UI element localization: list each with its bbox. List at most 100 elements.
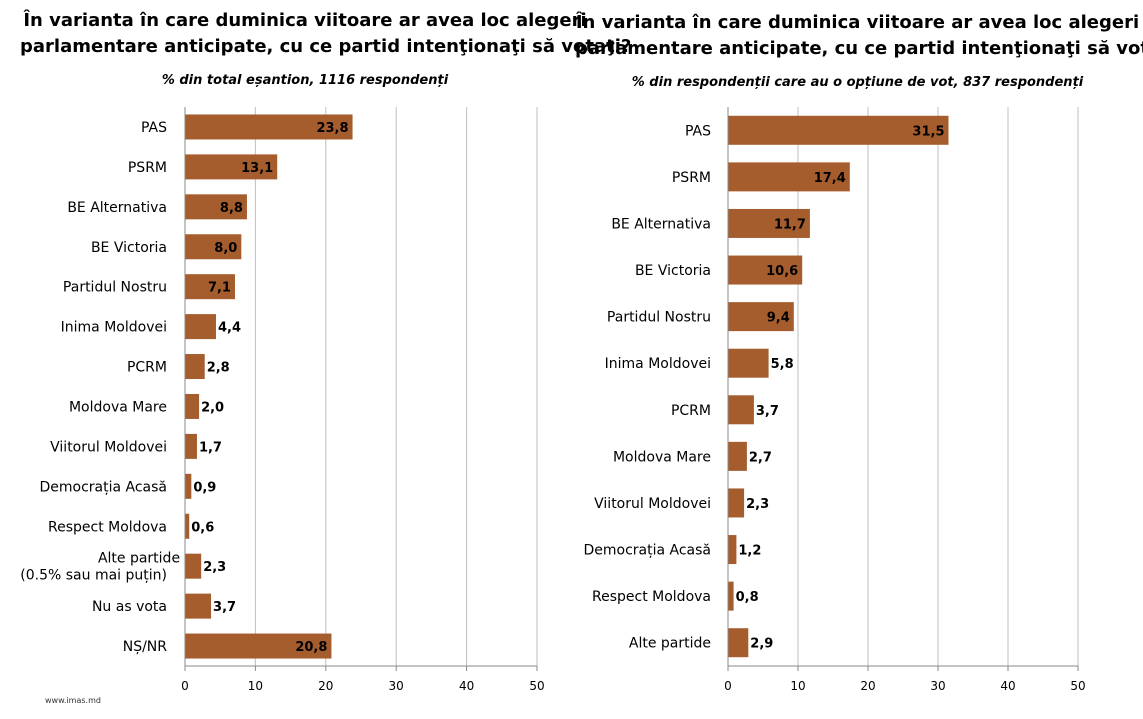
left-bar [185, 354, 205, 380]
source-footer: www.imas.md [45, 696, 101, 705]
left-data-label: 13,1 [241, 161, 273, 176]
right-category-label: Inima Moldovei [605, 356, 711, 372]
left-bar [185, 154, 278, 180]
right-bar [728, 535, 737, 565]
right-category-label: Democrația Acasă [583, 543, 711, 559]
right-tick-label: 50 [1070, 679, 1085, 693]
left-chart-subtitle: % din total eșantion, 1116 respondenți [161, 73, 449, 88]
right-chart-subtitle: % din respondenții care au o opțiune de … [631, 75, 1084, 90]
left-category-label: Viitorul Moldovei [50, 439, 167, 455]
left-tick-label: 10 [248, 679, 263, 693]
left-tick-label: 40 [459, 679, 474, 693]
left-category-label: Nu as vota [92, 599, 167, 615]
left-category-label: PCRM [127, 360, 167, 376]
left-bar [185, 593, 212, 619]
left-bar [185, 234, 242, 260]
left-chart-title: În varianta în care duminica viitoare ar… [20, 8, 632, 60]
right-bar [728, 208, 810, 238]
left-tick-label: 20 [318, 679, 333, 693]
right-data-label: 3,7 [756, 404, 779, 419]
right-chart-title-line-1: În varianta în care duminica viitoare ar… [575, 12, 1140, 33]
right-data-label: 2,9 [750, 637, 773, 652]
left-category-label: (0.5% sau mai puțin) [20, 568, 167, 584]
right-category-label: Alte partide [629, 636, 711, 652]
left-data-label: 1,7 [199, 440, 222, 455]
right-tick-label: 20 [860, 679, 875, 693]
right-category-label: Respect Moldova [592, 589, 711, 605]
left-tick-label: 30 [389, 679, 404, 693]
right-category-label: Viitorul Moldovei [594, 496, 711, 512]
left-data-label: 20,8 [295, 640, 327, 655]
left-data-label: 2,3 [203, 560, 226, 575]
left-data-label: 2,8 [207, 361, 230, 376]
left-category-label: NȘ/NR [123, 639, 168, 655]
right-bar [728, 441, 747, 471]
right-data-label: 2,3 [746, 497, 769, 512]
right-tick-label: 30 [930, 679, 945, 693]
right-bar [728, 488, 745, 518]
right-data-label: 1,2 [738, 544, 761, 559]
left-category-label: Inima Moldovei [61, 320, 167, 336]
right-category-label: PSRM [672, 170, 711, 186]
left-bar [185, 194, 247, 220]
left-category-label: PSRM [128, 160, 167, 176]
left-bar [185, 114, 353, 140]
left-category-label: Alte partide [98, 551, 180, 567]
right-bar [728, 302, 794, 332]
left-tick-label: 50 [529, 679, 544, 693]
right-bar [728, 628, 749, 658]
left-bar [185, 274, 235, 300]
right-data-label: 9,4 [767, 311, 790, 326]
left-bar [185, 433, 197, 459]
left-data-label: 8,8 [220, 201, 243, 216]
left-data-label: 2,0 [201, 400, 224, 415]
left-category-label: Partidul Nostru [63, 280, 167, 296]
right-chart: 31,5 PAS 17,4 PSRM 11,7 BE Alternativa 10,6 BE … [583, 107, 1086, 693]
right-tick-label: 40 [1000, 679, 1015, 693]
left-data-label: 23,8 [316, 121, 348, 136]
right-category-label: Moldova Mare [613, 449, 711, 465]
right-tick-label: 0 [724, 679, 732, 693]
left-category-label: BE Victoria [91, 240, 167, 256]
left-bar [185, 633, 332, 659]
right-data-label: 10,6 [766, 264, 798, 279]
left-data-label: 7,1 [208, 281, 231, 296]
right-chart-title-line-2: parlamentare anticipate, cu ce partid in… [575, 38, 1143, 59]
right-bar [728, 348, 769, 378]
right-data-label: 31,5 [912, 124, 944, 139]
left-data-label: 0,9 [193, 480, 216, 495]
right-bar [728, 395, 754, 425]
right-category-label: PAS [685, 123, 711, 139]
left-chart: 23,8 PAS 13,1 PSRM 8,8 BE Alternativa 8,0 BE Vi… [20, 107, 545, 693]
left-category-label: PAS [141, 120, 167, 136]
left-category-label: Moldova Mare [69, 399, 167, 415]
left-bar [185, 473, 192, 499]
left-chart-title-line-1: În varianta în care duminica viitoare ar… [23, 10, 587, 31]
right-category-label: Partidul Nostru [607, 310, 711, 326]
left-bar [185, 553, 202, 579]
right-bar [728, 162, 850, 192]
right-data-label: 17,4 [814, 171, 846, 186]
left-category-label: Democrația Acasă [39, 479, 167, 495]
right-category-label: BE Victoria [635, 263, 711, 279]
left-data-label: 8,0 [214, 241, 237, 256]
right-category-label: BE Alternativa [611, 216, 711, 232]
right-data-label: 2,7 [749, 450, 772, 465]
right-chart-title: În varianta în care duminica viitoare ar… [575, 10, 1143, 62]
right-bar [728, 115, 949, 145]
right-bar [728, 581, 734, 611]
right-bar [728, 255, 803, 285]
left-data-label: 4,4 [218, 321, 241, 336]
left-data-label: 3,7 [213, 600, 236, 615]
left-bar [185, 393, 200, 419]
left-chart-title-line-2: parlamentare anticipate, cu ce partid in… [20, 36, 632, 57]
right-data-label: 5,8 [771, 357, 794, 372]
left-category-label: BE Alternativa [67, 200, 167, 216]
left-tick-label: 0 [181, 679, 189, 693]
left-data-label: 0,6 [191, 520, 214, 535]
left-bar [185, 513, 190, 539]
right-category-label: PCRM [671, 403, 711, 419]
left-category-label: Respect Moldova [48, 519, 167, 535]
right-data-label: 0,8 [736, 590, 759, 605]
